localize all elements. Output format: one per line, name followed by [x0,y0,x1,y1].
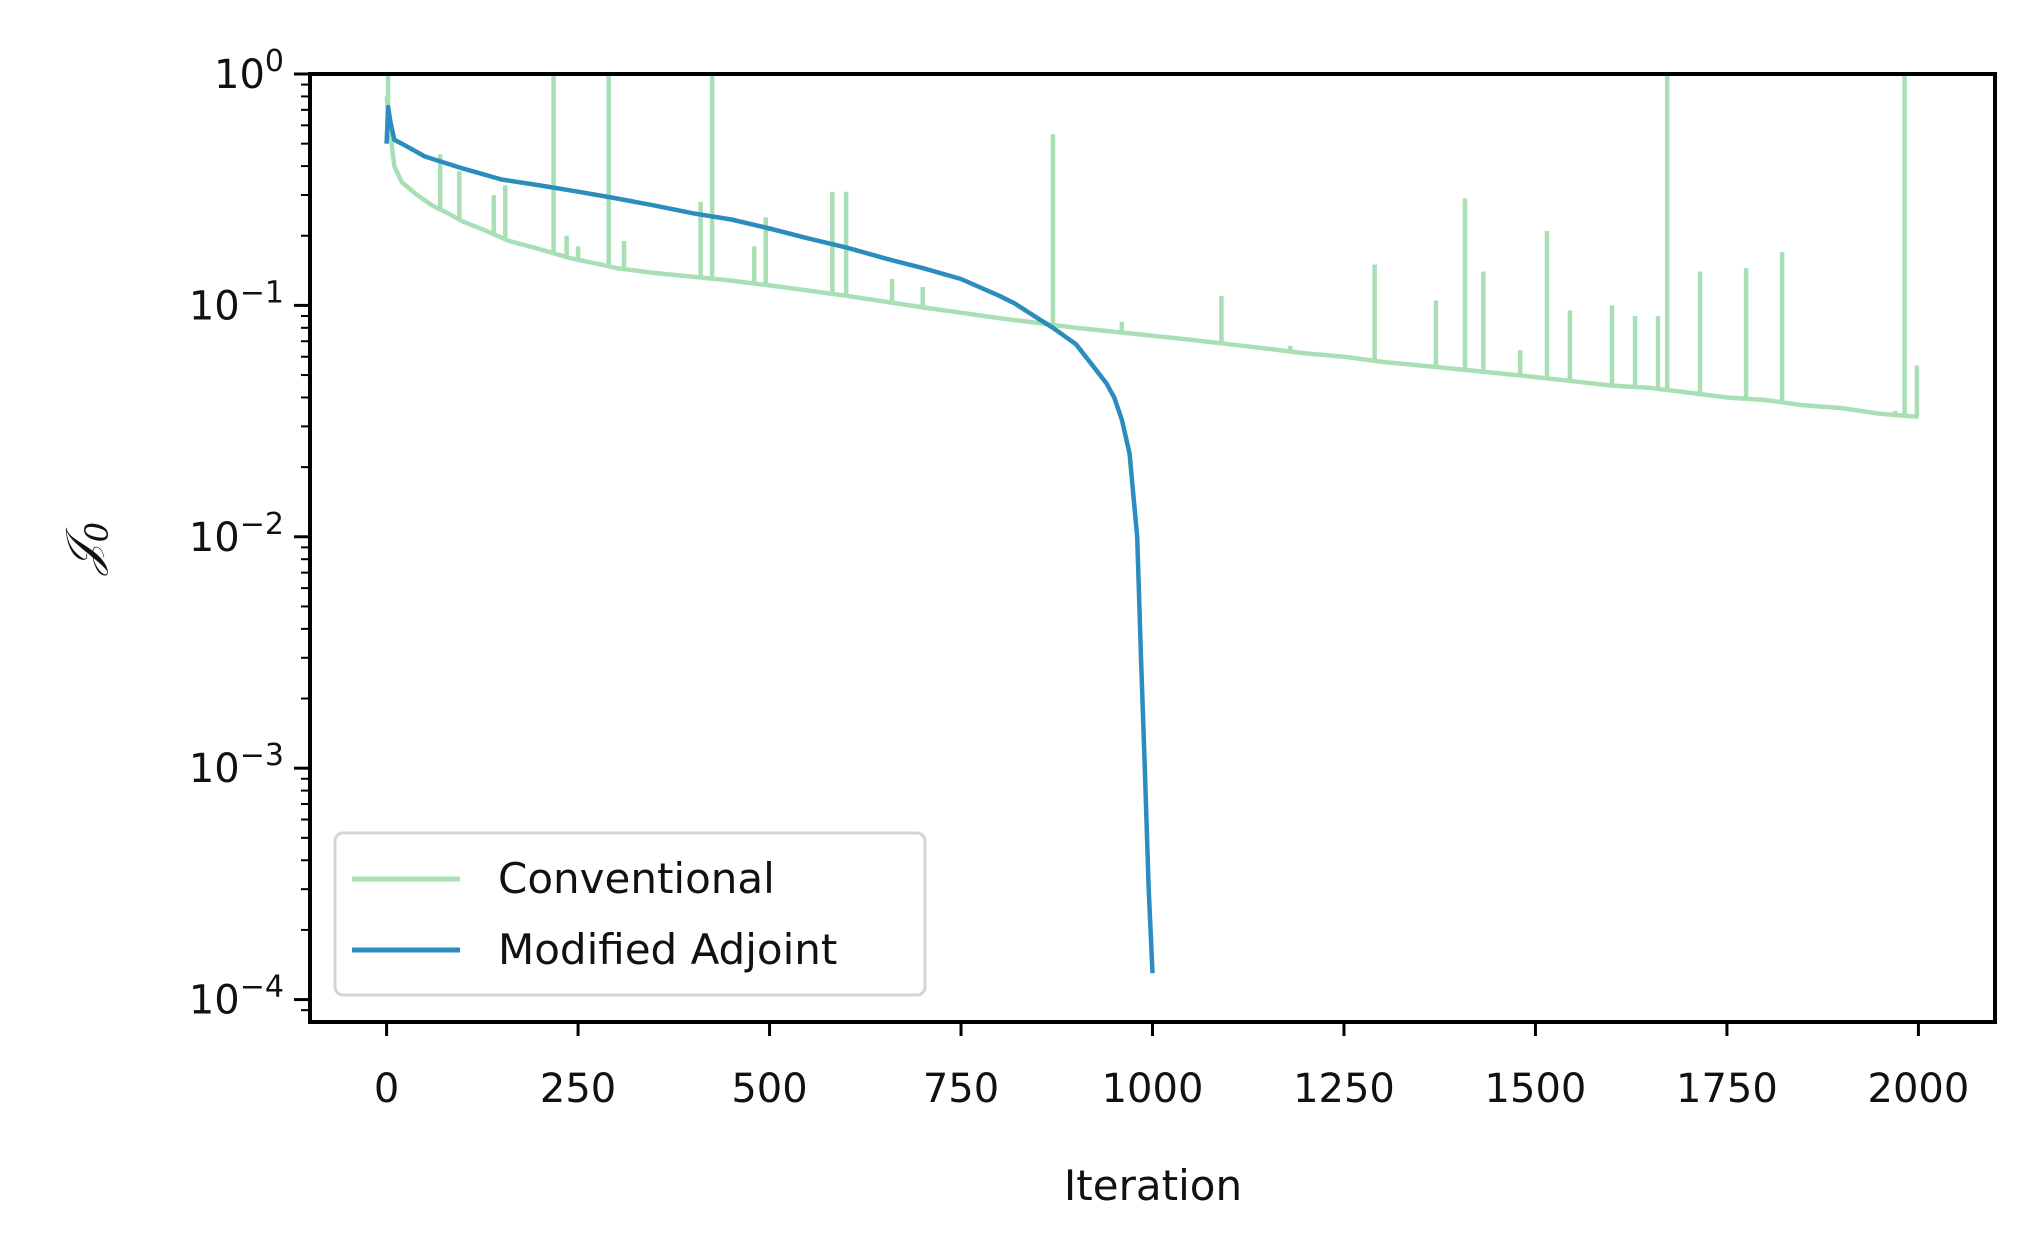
legend-label-modified-adjoint: Modified Adjoint [498,925,837,974]
y-axis-label: 𝒥0 [55,522,116,576]
series-line-conventional [384,96,1919,420]
series-line-modified-adjoint [384,104,1155,974]
legend-frame [333,831,927,997]
x-tick-label: 250 [540,1066,616,1112]
x-axis-label: Iteration [1064,1161,1242,1210]
x-tick-label: 750 [923,1066,999,1112]
axes-group: 0 250 500 750 1000 1250 1500 1750 2000 10−4 10−3 10… [189,44,1997,1112]
series-group [384,74,1920,974]
y-tick-label: 10−2 [189,507,284,561]
x-tick-label: 2000 [1868,1066,1970,1112]
legend: Conventional Modified Adjoint [333,831,927,997]
y-tick-label: 10−4 [189,970,284,1024]
y-tick-label: 10−3 [189,738,284,792]
x-tick-label: 1000 [1102,1066,1204,1112]
legend-label-conventional: Conventional [498,854,775,903]
x-tick-label: 0 [374,1066,399,1112]
y-axis-label-subscript: 0 [78,522,116,542]
x-tick-label: 1250 [1293,1066,1395,1112]
y-tick-label: 100 [214,44,284,98]
x-tick-label: 1500 [1485,1066,1587,1112]
x-tick-label: 1750 [1676,1066,1778,1112]
x-tick-label: 500 [731,1066,807,1112]
y-tick-label: 10−1 [189,275,284,329]
